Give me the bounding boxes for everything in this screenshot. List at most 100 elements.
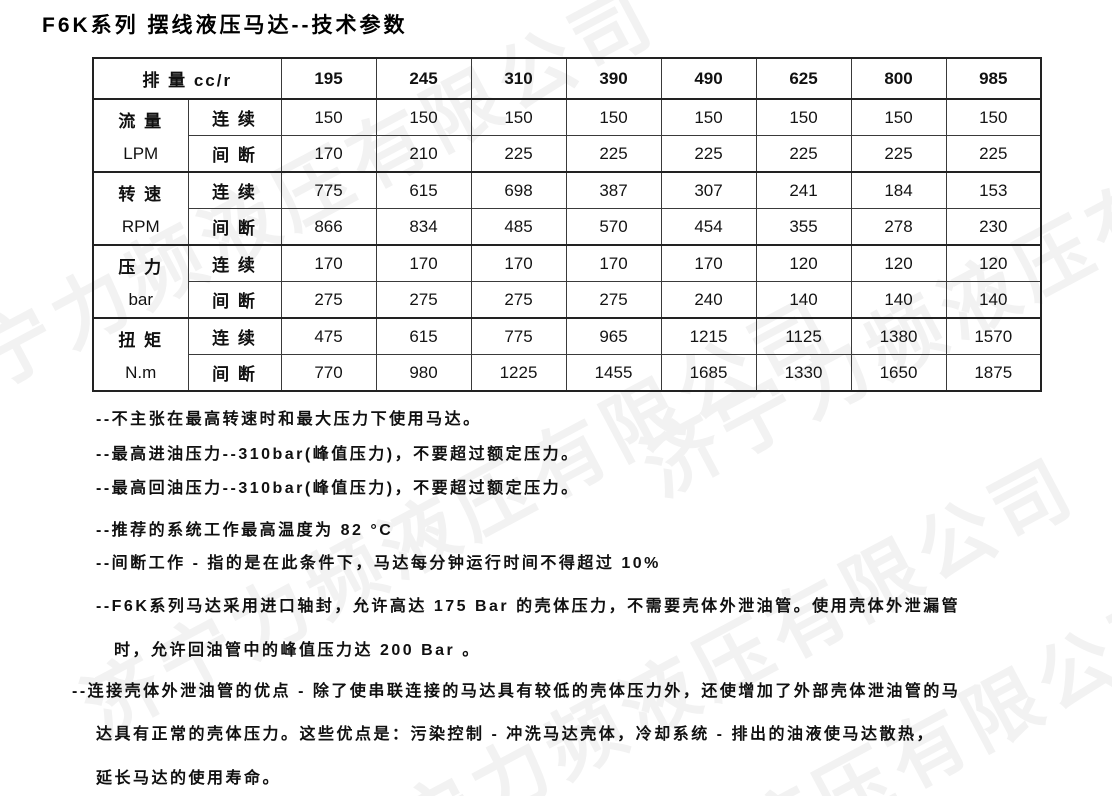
table-cell: 140 — [850, 281, 947, 319]
table-cell: 140 — [755, 281, 852, 319]
displacement-value: 625 — [755, 57, 852, 100]
table-cell: 184 — [850, 171, 947, 209]
note-line: 时，允许回油管中的峰值压力达 200 Bar 。 — [114, 642, 481, 659]
mode-label-intermittent: 间 断 — [187, 281, 282, 319]
displacement-value: 985 — [945, 57, 1042, 100]
table-cell: 275 — [470, 281, 567, 319]
table-cell: 120 — [850, 244, 947, 282]
mode-label-intermittent: 间 断 — [187, 208, 282, 246]
table-row: 转 速 RPM 连 续 775 615 698 387 307 241 184 … — [92, 171, 1042, 246]
table-cell: 485 — [470, 208, 567, 246]
table-cell: 153 — [945, 171, 1042, 209]
table-cell: 225 — [470, 135, 567, 173]
table-cell: 1125 — [755, 317, 852, 355]
mode-label-intermittent: 间 断 — [187, 135, 282, 173]
table-cell: 150 — [755, 98, 852, 136]
row-group-torque: 扭 矩 N.m — [92, 317, 189, 392]
table-cell: 170 — [280, 135, 377, 173]
note-line: --F6K系列马达采用进口轴封，允许高达 175 Bar 的壳体压力，不需要壳体… — [96, 598, 961, 615]
table-cell: 120 — [755, 244, 852, 282]
note-line: --间断工作 - 指的是在此条件下，马达每分钟运行时间不得超过 10% — [96, 555, 661, 572]
mode-label-continuous: 连 续 — [187, 244, 282, 282]
table-cell: 150 — [280, 98, 377, 136]
table-cell: 570 — [565, 208, 662, 246]
table-cell: 170 — [565, 244, 662, 282]
group-unit: RPM — [121, 217, 160, 237]
table-cell: 225 — [850, 135, 947, 173]
mode-label-continuous: 连 续 — [187, 171, 282, 209]
table-cell: 150 — [945, 98, 1042, 136]
table-cell: 150 — [850, 98, 947, 136]
row-group-flow: 流 量 LPM — [92, 98, 189, 173]
table-cell: 240 — [660, 281, 757, 319]
mode-label-continuous: 连 续 — [187, 317, 282, 355]
page-title: F6K系列 摆线液压马达--技术参数 — [42, 14, 408, 37]
table-cell: 866 — [280, 208, 377, 246]
table-cell: 150 — [660, 98, 757, 136]
table-cell: 241 — [755, 171, 852, 209]
group-unit: LPM — [123, 144, 159, 164]
note-line: --最高进油压力--310bar(峰值压力)，不要超过额定压力。 — [96, 446, 580, 463]
table-cell: 170 — [660, 244, 757, 282]
table-row: 间 断 275 275 275 275 240 140 140 140 — [93, 281, 1042, 319]
table-cell: 1215 — [660, 317, 757, 355]
table-cell: 150 — [470, 98, 567, 136]
displacement-header: 排 量 cc/r — [92, 57, 282, 100]
table-cell: 170 — [375, 244, 472, 282]
mode-label-continuous: 连 续 — [187, 98, 282, 136]
table-cell: 834 — [375, 208, 472, 246]
table-cell: 150 — [375, 98, 472, 136]
table-cell: 278 — [850, 208, 947, 246]
mode-label-intermittent: 间 断 — [187, 354, 282, 392]
table-row: 间 断 770 980 1225 1455 1685 1330 1650 187… — [93, 354, 1042, 392]
row-group-speed: 转 速 RPM — [92, 171, 189, 246]
table-cell: 1685 — [660, 354, 757, 392]
displacement-value: 195 — [280, 57, 377, 100]
table-cell: 615 — [375, 317, 472, 355]
table-row: 流 量 LPM 连 续 150 150 150 150 150 150 150 … — [92, 98, 1042, 173]
group-unit: bar — [128, 290, 154, 310]
table-cell: 275 — [565, 281, 662, 319]
table-cell: 1330 — [755, 354, 852, 392]
table-cell: 775 — [280, 171, 377, 209]
table-row: 压 力 bar 连 续 170 170 170 170 170 120 120 … — [92, 244, 1042, 319]
table-cell: 1570 — [945, 317, 1042, 355]
table-cell: 615 — [375, 171, 472, 209]
note-line: 延长马达的使用寿命。 — [96, 770, 282, 787]
table-cell: 980 — [375, 354, 472, 392]
table-row: 间 断 866 834 485 570 454 355 278 230 — [93, 208, 1042, 246]
table-cell: 475 — [280, 317, 377, 355]
group-unit: N.m — [125, 363, 157, 383]
table-row: 扭 矩 N.m 连 续 475 615 775 965 1215 1125 13… — [92, 317, 1042, 392]
group-name: 转 速 — [118, 184, 164, 204]
note-line: --最高回油压力--310bar(峰值压力)，不要超过额定压力。 — [96, 480, 580, 497]
table-row: 间 断 170 210 225 225 225 225 225 225 — [93, 135, 1042, 173]
table-cell: 387 — [565, 171, 662, 209]
table-cell: 355 — [755, 208, 852, 246]
displacement-value: 490 — [660, 57, 757, 100]
table-cell: 698 — [470, 171, 567, 209]
note-line: 达具有正常的壳体压力。这些优点是：污染控制 - 冲洗马达壳体，冷却系统 - 排出… — [96, 726, 935, 743]
note-line: --不主张在最高转速时和最大压力下使用马达。 — [96, 411, 482, 428]
table-cell: 775 — [470, 317, 567, 355]
displacement-value: 800 — [850, 57, 947, 100]
group-name: 流 量 — [118, 111, 164, 131]
table-cell: 225 — [755, 135, 852, 173]
displacement-value: 245 — [375, 57, 472, 100]
row-group-pressure: 压 力 bar — [92, 244, 189, 319]
table-cell: 210 — [375, 135, 472, 173]
table-cell: 170 — [470, 244, 567, 282]
table-cell: 120 — [945, 244, 1042, 282]
displacement-value: 390 — [565, 57, 662, 100]
note-line: --推荐的系统工作最高温度为 82 °C — [96, 522, 394, 539]
table-header-row: 排 量 cc/r 195 245 310 390 490 625 800 985 — [92, 57, 1042, 100]
table-cell: 225 — [660, 135, 757, 173]
table-cell: 230 — [945, 208, 1042, 246]
displacement-value: 310 — [470, 57, 567, 100]
table-cell: 1380 — [850, 317, 947, 355]
table-cell: 275 — [375, 281, 472, 319]
table-cell: 1875 — [945, 354, 1042, 392]
table-cell: 225 — [945, 135, 1042, 173]
table-cell: 307 — [660, 171, 757, 209]
